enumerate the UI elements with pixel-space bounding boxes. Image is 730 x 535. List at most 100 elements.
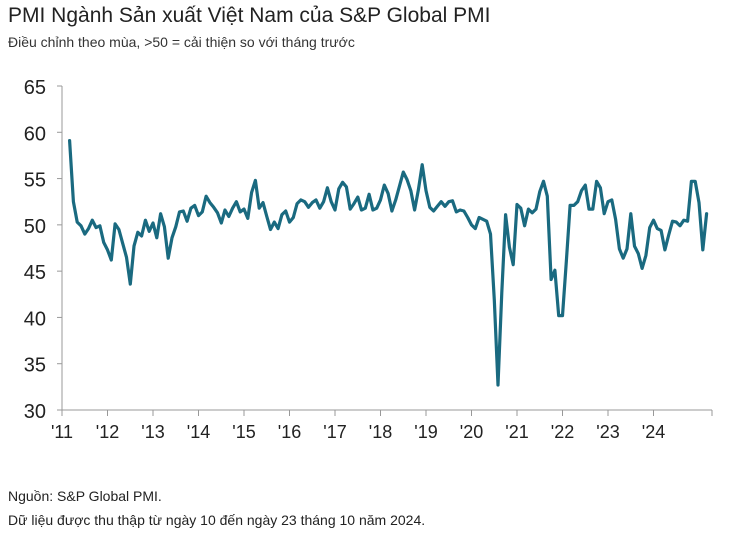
data-point: [118, 228, 120, 231]
data-point: [493, 299, 495, 301]
data-point: [342, 181, 344, 183]
data-point: [603, 213, 605, 215]
data-point: [524, 225, 526, 227]
data-point: [497, 384, 499, 386]
data-point: [232, 207, 234, 209]
data-point: [637, 253, 639, 255]
data-point: [436, 205, 438, 207]
x-tick-label: '22: [551, 422, 574, 442]
data-point: [224, 209, 226, 211]
data-point: [440, 201, 442, 203]
data-point: [251, 191, 253, 194]
data-point: [679, 225, 681, 227]
x-tick-label: '12: [96, 422, 119, 442]
data-point: [141, 235, 143, 237]
data-point: [702, 249, 704, 251]
data-point: [531, 212, 533, 214]
data-point: [649, 227, 651, 229]
data-point: [349, 208, 351, 210]
data-point: [611, 199, 613, 201]
pmi-series-line: [67, 139, 709, 387]
data-point: [573, 204, 575, 206]
data-collection-note: Dữ liệu được thu thập từ ngày 10 đến ngà…: [8, 512, 426, 528]
data-point: [448, 201, 450, 203]
data-point: [110, 259, 112, 261]
data-point: [194, 204, 196, 206]
data-point: [167, 257, 169, 259]
data-point: [254, 179, 256, 181]
data-point: [387, 192, 389, 194]
x-tick-label: '21: [505, 422, 528, 442]
data-point: [383, 184, 385, 186]
data-point: [228, 215, 230, 218]
data-point: [326, 187, 328, 189]
data-point: [319, 207, 321, 209]
data-point: [163, 226, 165, 228]
data-point: [395, 199, 397, 201]
data-point: [652, 219, 655, 221]
data-point: [171, 237, 173, 239]
data-point: [137, 231, 139, 233]
data-point: [478, 216, 480, 219]
data-point: [463, 210, 465, 212]
data-point: [209, 202, 211, 204]
y-tick-label: 30: [24, 401, 46, 423]
data-point: [216, 212, 219, 214]
data-point: [391, 210, 393, 212]
data-point: [288, 221, 291, 223]
data-point: [580, 190, 583, 192]
data-point: [565, 261, 567, 263]
data-point: [178, 211, 181, 213]
data-point: [459, 209, 461, 211]
x-tick-label: '24: [642, 422, 665, 442]
x-tick-label: '18: [369, 422, 392, 442]
data-point: [148, 230, 150, 232]
x-tick-label: '16: [278, 422, 301, 442]
data-point: [516, 203, 518, 206]
data-point: [577, 201, 579, 203]
x-tick-label: '11: [51, 422, 73, 442]
x-tick-label: '20: [460, 422, 483, 442]
data-point: [561, 315, 564, 317]
data-point: [186, 220, 188, 222]
data-point: [201, 211, 203, 213]
data-point: [379, 199, 382, 201]
data-point: [122, 242, 124, 244]
data-point: [569, 204, 571, 206]
data-point: [87, 228, 90, 230]
data-point: [527, 208, 530, 210]
data-point: [486, 220, 488, 222]
data-point: [539, 190, 541, 193]
data-point: [239, 211, 241, 213]
data-point: [345, 186, 347, 188]
data-point: [433, 210, 435, 212]
data-point: [372, 209, 374, 211]
data-point: [292, 216, 294, 219]
data-point: [323, 201, 325, 203]
y-tick-label: 35: [24, 355, 46, 377]
data-point: [69, 140, 71, 142]
data-point: [410, 190, 412, 192]
data-point: [706, 213, 708, 215]
data-point: [368, 193, 370, 195]
data-point: [235, 201, 237, 203]
data-point: [205, 195, 207, 197]
data-point: [330, 201, 332, 203]
data-point: [474, 228, 476, 230]
data-point: [592, 208, 594, 210]
data-point: [630, 213, 632, 215]
data-point: [429, 206, 431, 208]
y-tick-label: 55: [24, 170, 46, 192]
data-point: [277, 228, 279, 230]
data-point: [285, 210, 287, 212]
data-point: [618, 248, 621, 250]
data-point: [622, 257, 624, 259]
data-point: [258, 207, 260, 209]
data-point: [296, 203, 298, 205]
data-point: [364, 207, 366, 209]
data-point: [508, 246, 510, 248]
data-point: [304, 201, 306, 203]
data-point: [353, 203, 355, 205]
data-point: [406, 178, 408, 181]
